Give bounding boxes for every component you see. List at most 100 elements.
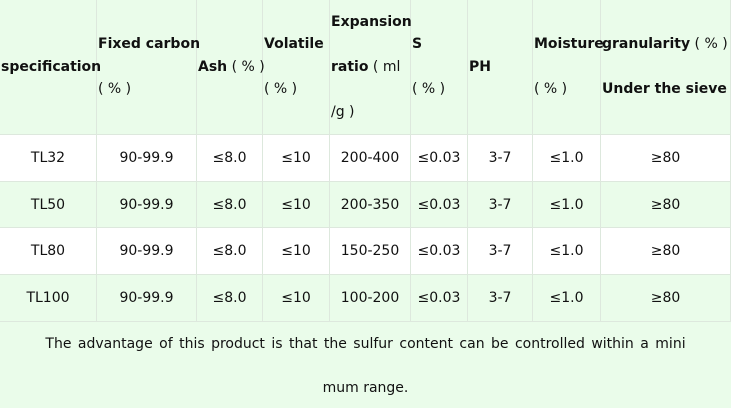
cell-text: ≤1.0 <box>549 196 584 213</box>
header-line: S <box>412 22 467 67</box>
table-cell: ≤1.0 <box>533 275 601 322</box>
table-cell: ≤1.0 <box>533 135 601 182</box>
header-cell: Moisture ( % ) <box>533 0 604 135</box>
table-cell: ≤8.0 <box>197 135 263 182</box>
cell-text: ≥80 <box>650 243 681 259</box>
cell-text: 90-99.9 <box>119 290 174 306</box>
header-text: Under the sieve <box>602 81 727 97</box>
header-text: Ash <box>198 58 228 75</box>
cell-text: 150-250 <box>340 243 400 259</box>
footer-line: mum range. <box>322 380 409 396</box>
table-cell: ≤8.0 <box>197 182 263 228</box>
cell-text: ≥80 <box>650 290 681 306</box>
table-cell: ≤0.03 <box>411 275 468 322</box>
header-line: granularity ( % ) <box>602 22 730 67</box>
header-line: Ash ( % ) <box>198 45 265 90</box>
header-cell: Ash ( % ) <box>197 0 265 135</box>
header-line: PH <box>469 45 532 90</box>
header-cell: Expansion ratio ( ml/g ) <box>330 0 412 135</box>
header-text: ( % ) <box>690 36 728 52</box>
table-cell: ≥80 <box>601 135 731 182</box>
table-cell: ≤8.0 <box>197 228 263 275</box>
header-text: Fixed carbon <box>98 36 201 52</box>
table-cell: 3-7 <box>468 135 533 182</box>
header-line: Moisture <box>534 22 604 67</box>
table-cell: ≤1.0 <box>533 228 601 275</box>
cell-text: ≥80 <box>650 150 681 166</box>
header-line: ( % ) <box>534 67 600 112</box>
cell-text: ≤1.0 <box>549 290 584 306</box>
cell-text: ≤0.03 <box>417 243 461 259</box>
header-cell: Fixed carbon ( % ) <box>97 0 200 135</box>
table-cell: 150-250 <box>330 228 411 275</box>
cell-text: 3-7 <box>488 196 512 213</box>
header-line: ( % ) <box>264 67 329 112</box>
header-text: Volatile <box>264 36 324 52</box>
header-text: ( % ) <box>98 81 132 97</box>
cell-text: 90-99.9 <box>119 150 174 166</box>
cell-text: 3-7 <box>488 150 512 166</box>
header-text: granularity <box>602 36 691 52</box>
header-text: ( % ) <box>264 81 298 97</box>
table-cell: ≥80 <box>601 275 731 322</box>
table-cell: 90-99.9 <box>97 182 197 228</box>
table-cell: ≤10 <box>263 228 330 275</box>
table-cell: TL50 <box>0 182 97 228</box>
cell-text: 200-400 <box>340 150 400 166</box>
header-line: Fixed carbon <box>98 22 200 67</box>
header-text: Moisture <box>534 36 604 52</box>
cell-text: ≤8.0 <box>212 290 247 306</box>
table-cell: TL100 <box>0 275 97 322</box>
header-cell: Volatile ( % ) <box>263 0 330 135</box>
cell-text: ≤8.0 <box>212 150 247 166</box>
header-line: /g ) <box>331 90 410 135</box>
header-line: specification <box>1 45 101 90</box>
header-line: Volatile <box>264 22 329 67</box>
table-cell: 90-99.9 <box>97 135 197 182</box>
cell-text: ≤0.03 <box>417 150 461 166</box>
header-text: ( % ) <box>534 81 568 97</box>
table-cell: 3-7 <box>468 228 533 275</box>
header-text: ratio <box>331 58 369 75</box>
table-cell: ≥80 <box>601 182 731 228</box>
cell-text: ≤0.03 <box>417 290 461 306</box>
cell-text: ≤10 <box>281 150 311 166</box>
header-text: Expansion <box>331 13 412 30</box>
table-cell: TL32 <box>0 135 97 182</box>
cell-text: 90-99.9 <box>119 196 174 213</box>
cell-text: ≤10 <box>281 196 311 213</box>
footer-line: The advantage of this product is that th… <box>45 336 686 352</box>
table-cell: ≤8.0 <box>197 275 263 322</box>
table-cell: ≤1.0 <box>533 182 601 228</box>
cell-text: ≤8.0 <box>212 243 247 259</box>
header-text: ( % ) <box>227 58 265 75</box>
header-line: ratio ( ml <box>331 45 410 90</box>
table-cell: ≥80 <box>601 228 731 275</box>
header-cell: S ( % ) <box>411 0 468 135</box>
header-text: S <box>412 36 423 52</box>
header-text: /g ) <box>331 103 355 120</box>
cell-text: ≤8.0 <box>212 196 247 213</box>
table-cell: 3-7 <box>468 275 533 322</box>
header-line: ( % ) <box>412 67 467 112</box>
table-cell: 90-99.9 <box>97 275 197 322</box>
footer-note: The advantage of this product is that th… <box>0 322 731 408</box>
cell-text: ≤0.03 <box>417 196 461 213</box>
header-text: ( % ) <box>412 81 446 97</box>
header-line: ( % ) <box>98 67 196 112</box>
table-cell: ≤0.03 <box>411 182 468 228</box>
table-cell: ≤10 <box>263 135 330 182</box>
header-cell: granularity ( % ) Under the sieve <box>601 0 731 135</box>
header-cell: specification <box>0 0 101 135</box>
header-line: Expansion <box>331 0 412 45</box>
header-text: ( ml <box>368 58 401 75</box>
cell-text: 90-99.9 <box>119 243 174 259</box>
cell-text: 3-7 <box>488 290 512 306</box>
cell-text: TL100 <box>26 290 70 306</box>
header-cell: PH <box>468 0 533 135</box>
cell-text: 100-200 <box>340 290 400 306</box>
header-text: PH <box>469 58 491 75</box>
table-cell: 100-200 <box>330 275 411 322</box>
cell-text: 3-7 <box>488 243 512 259</box>
